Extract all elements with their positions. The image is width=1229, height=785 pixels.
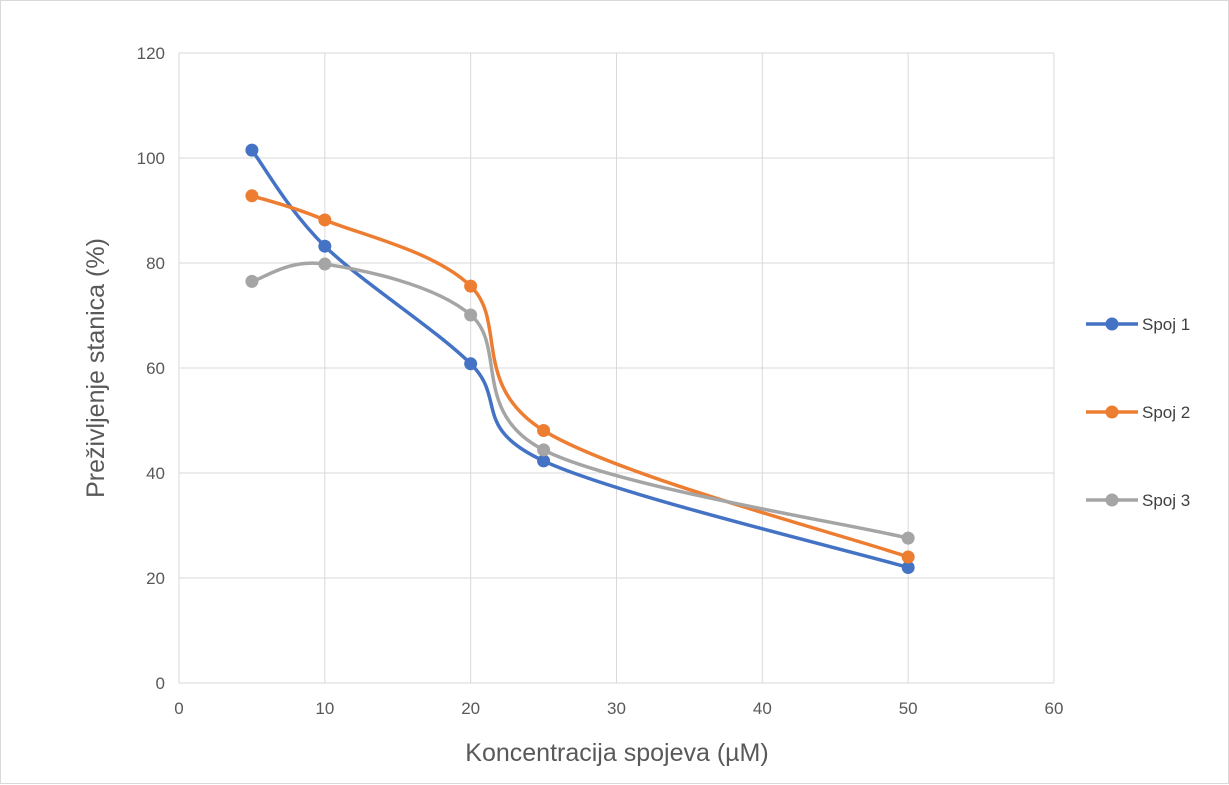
data-point-spoj-1 (318, 239, 332, 253)
legend-label-spoj-3: Spoj 3 (1142, 491, 1190, 510)
x-tick-label: 40 (753, 699, 772, 718)
y-tick-label: 100 (137, 149, 165, 168)
x-tick-label: 50 (899, 699, 918, 718)
x-tick-label: 30 (607, 699, 626, 718)
data-point-spoj-2 (537, 423, 551, 437)
data-point-spoj-3 (318, 257, 332, 271)
x-tick-label: 10 (315, 699, 334, 718)
data-point-spoj-1 (901, 561, 915, 574)
data-point-spoj-2 (318, 213, 332, 227)
data-point-spoj-3 (245, 274, 259, 288)
data-point-spoj-3 (537, 443, 551, 457)
x-tick-label: 0 (174, 699, 183, 718)
data-points (245, 143, 915, 574)
data-point-spoj-2 (901, 550, 915, 564)
y-tick-label: 0 (156, 674, 165, 693)
y-tick-label: 120 (137, 44, 165, 63)
tick-labels: 0 20 40 60 80 100 120 0 10 20 30 40 50 60 (137, 44, 1064, 718)
y-tick-label: 60 (146, 359, 165, 378)
series-line-spoj-3 (250, 261, 910, 540)
y-tick-label: 20 (146, 569, 165, 588)
data-point-spoj-2 (464, 279, 478, 293)
y-axis-title: Preživljenje stanica (%) (82, 238, 110, 498)
series-line-spoj-2 (250, 194, 910, 559)
legend: Spoj 1 Spoj 2 Spoj 3 (1086, 315, 1190, 510)
legend-marker-spoj-3 (1105, 493, 1119, 507)
x-tick-label: 60 (1045, 699, 1064, 718)
y-tick-label: 40 (146, 464, 165, 483)
data-point-spoj-1 (245, 143, 259, 157)
data-point-spoj-1 (464, 357, 478, 371)
legend-label-spoj-1: Spoj 1 (1142, 315, 1190, 334)
legend-label-spoj-2: Spoj 2 (1142, 403, 1190, 422)
x-axis-title: Koncentracija spojeva (µM) (465, 739, 768, 767)
x-tick-label: 20 (461, 699, 480, 718)
series-line-spoj-1 (250, 148, 910, 570)
legend-marker-spoj-2 (1105, 405, 1119, 419)
gridlines (178, 52, 1055, 684)
data-point-spoj-3 (901, 531, 915, 545)
data-point-spoj-1 (537, 454, 551, 468)
data-point-spoj-2 (245, 189, 259, 203)
y-tick-label: 80 (146, 254, 165, 273)
data-point-spoj-3 (464, 308, 478, 322)
series-lines (250, 148, 910, 570)
legend-marker-spoj-1 (1105, 317, 1119, 331)
